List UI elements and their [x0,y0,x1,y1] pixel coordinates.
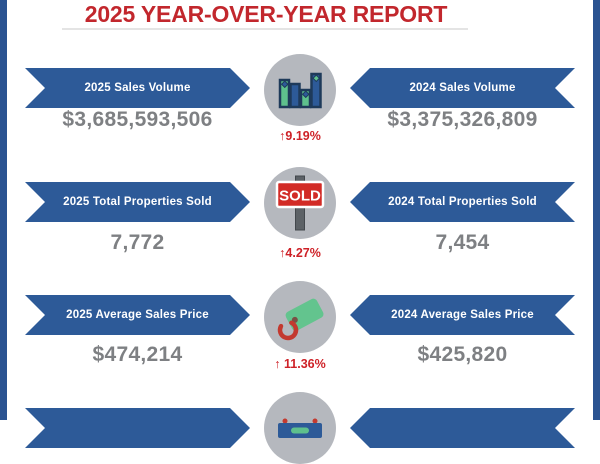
price-tag-icon [277,298,324,341]
value-2024-properties-sold: 7,454 [435,231,490,254]
value-2024-sales-volume: $3,375,326,809 [387,108,538,131]
sold-sign-icon: SOLD [275,175,325,231]
banner-2025-sales-volume: 2025 Sales Volume [25,68,250,108]
value-2025-sales-volume: $3,685,593,506 [62,108,213,131]
banner-2024-average-price: 2024 Average Sales Price [350,295,575,335]
title-divider [62,28,468,30]
banner-2025-properties-sold: 2025 Total Properties Sold [25,182,250,222]
page-border-right [593,0,600,420]
icon-circle: SOLD [264,167,336,239]
change-badge-sales-volume: ↑9.19% [279,129,321,143]
change-badge-average-price: ↑ 11.36% [274,357,326,371]
bar-chart-icon [278,72,322,109]
svg-text:SOLD: SOLD [279,188,321,205]
banner-partial-right [350,408,575,448]
banner-2024-sales-volume: 2024 Sales Volume [350,68,575,108]
page-border-left [0,0,7,420]
banner-partial-left [25,408,250,448]
value-2025-properties-sold: 7,772 [110,231,165,254]
value-2025-average-price: $474,214 [92,343,183,366]
icon-circle [264,54,336,126]
icon-circle [264,392,336,464]
banner-2024-properties-sold: 2024 Total Properties Sold [350,182,575,222]
banner-2025-average-price: 2025 Average Sales Price [25,295,250,335]
value-2024-average-price: $425,820 [417,343,508,366]
icon-circle [264,281,336,353]
partial-bottom-icon [278,418,322,438]
change-badge-properties-sold: ↑4.27% [279,246,321,260]
page-title: 2025 YEAR-OVER-YEAR REPORT [84,1,448,27]
